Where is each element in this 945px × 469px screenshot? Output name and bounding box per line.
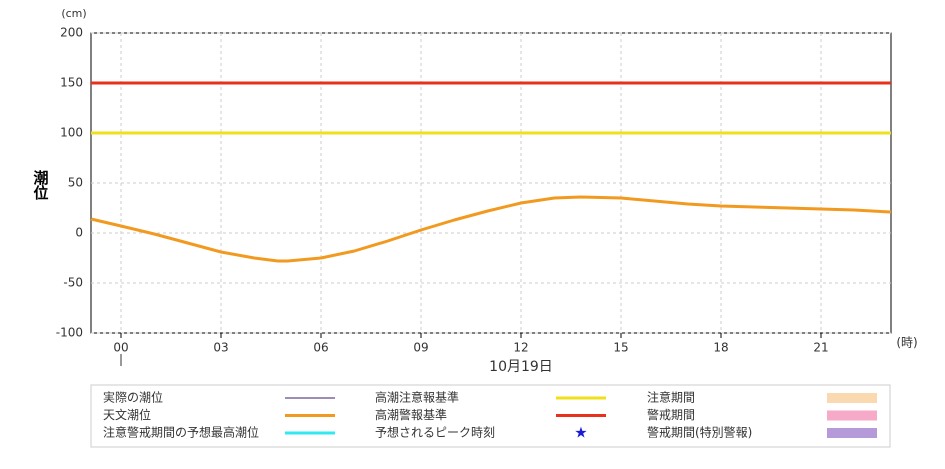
x-unit: (時) <box>896 336 917 350</box>
legend-label: 高潮警報基準 <box>375 407 447 422</box>
x-tick-label: 18 <box>713 341 728 355</box>
legend-swatch: ★ <box>574 424 587 442</box>
x-tick-label: 21 <box>813 341 828 355</box>
x-tick-label: 12 <box>513 341 528 355</box>
tide-line <box>90 195 892 263</box>
legend-swatch <box>827 393 877 403</box>
legend-label: 予想されるピーク時刻 <box>375 425 495 440</box>
y-label: 潮位 <box>32 169 50 200</box>
y-tick-label: -100 <box>56 326 83 340</box>
x-tick-label: 15 <box>613 341 628 355</box>
legend-label: 注意期間 <box>647 390 695 405</box>
x-tick-label: 00 <box>113 341 128 355</box>
legend-label: 注意警戒期間の予想最高潮位 <box>103 425 259 440</box>
legend-label: 天文潮位 <box>103 407 151 422</box>
legend-swatch <box>827 410 877 421</box>
y-tick-label: 150 <box>60 76 83 90</box>
x-tick-label: 06 <box>313 341 328 355</box>
y-tick-label: 50 <box>68 176 83 190</box>
legend-swatch <box>827 428 877 438</box>
legend-label: 高潮注意報基準 <box>375 390 459 405</box>
y-tick-label: 100 <box>60 126 83 140</box>
x-date: 10月19日 <box>489 359 553 375</box>
y-tick-label: 0 <box>75 226 83 240</box>
legend-label: 警戒期間(特別警報) <box>647 425 752 440</box>
x-tick-label: 03 <box>213 341 228 355</box>
y-tick-label: 200 <box>60 26 83 40</box>
legend-label: 警戒期間 <box>647 407 695 422</box>
legend <box>90 384 891 448</box>
x-tick-label: 09 <box>413 341 428 355</box>
legend-label: 実際の潮位 <box>103 390 163 405</box>
y-tick-label: -50 <box>63 276 83 290</box>
y-unit: (cm) <box>61 7 86 20</box>
